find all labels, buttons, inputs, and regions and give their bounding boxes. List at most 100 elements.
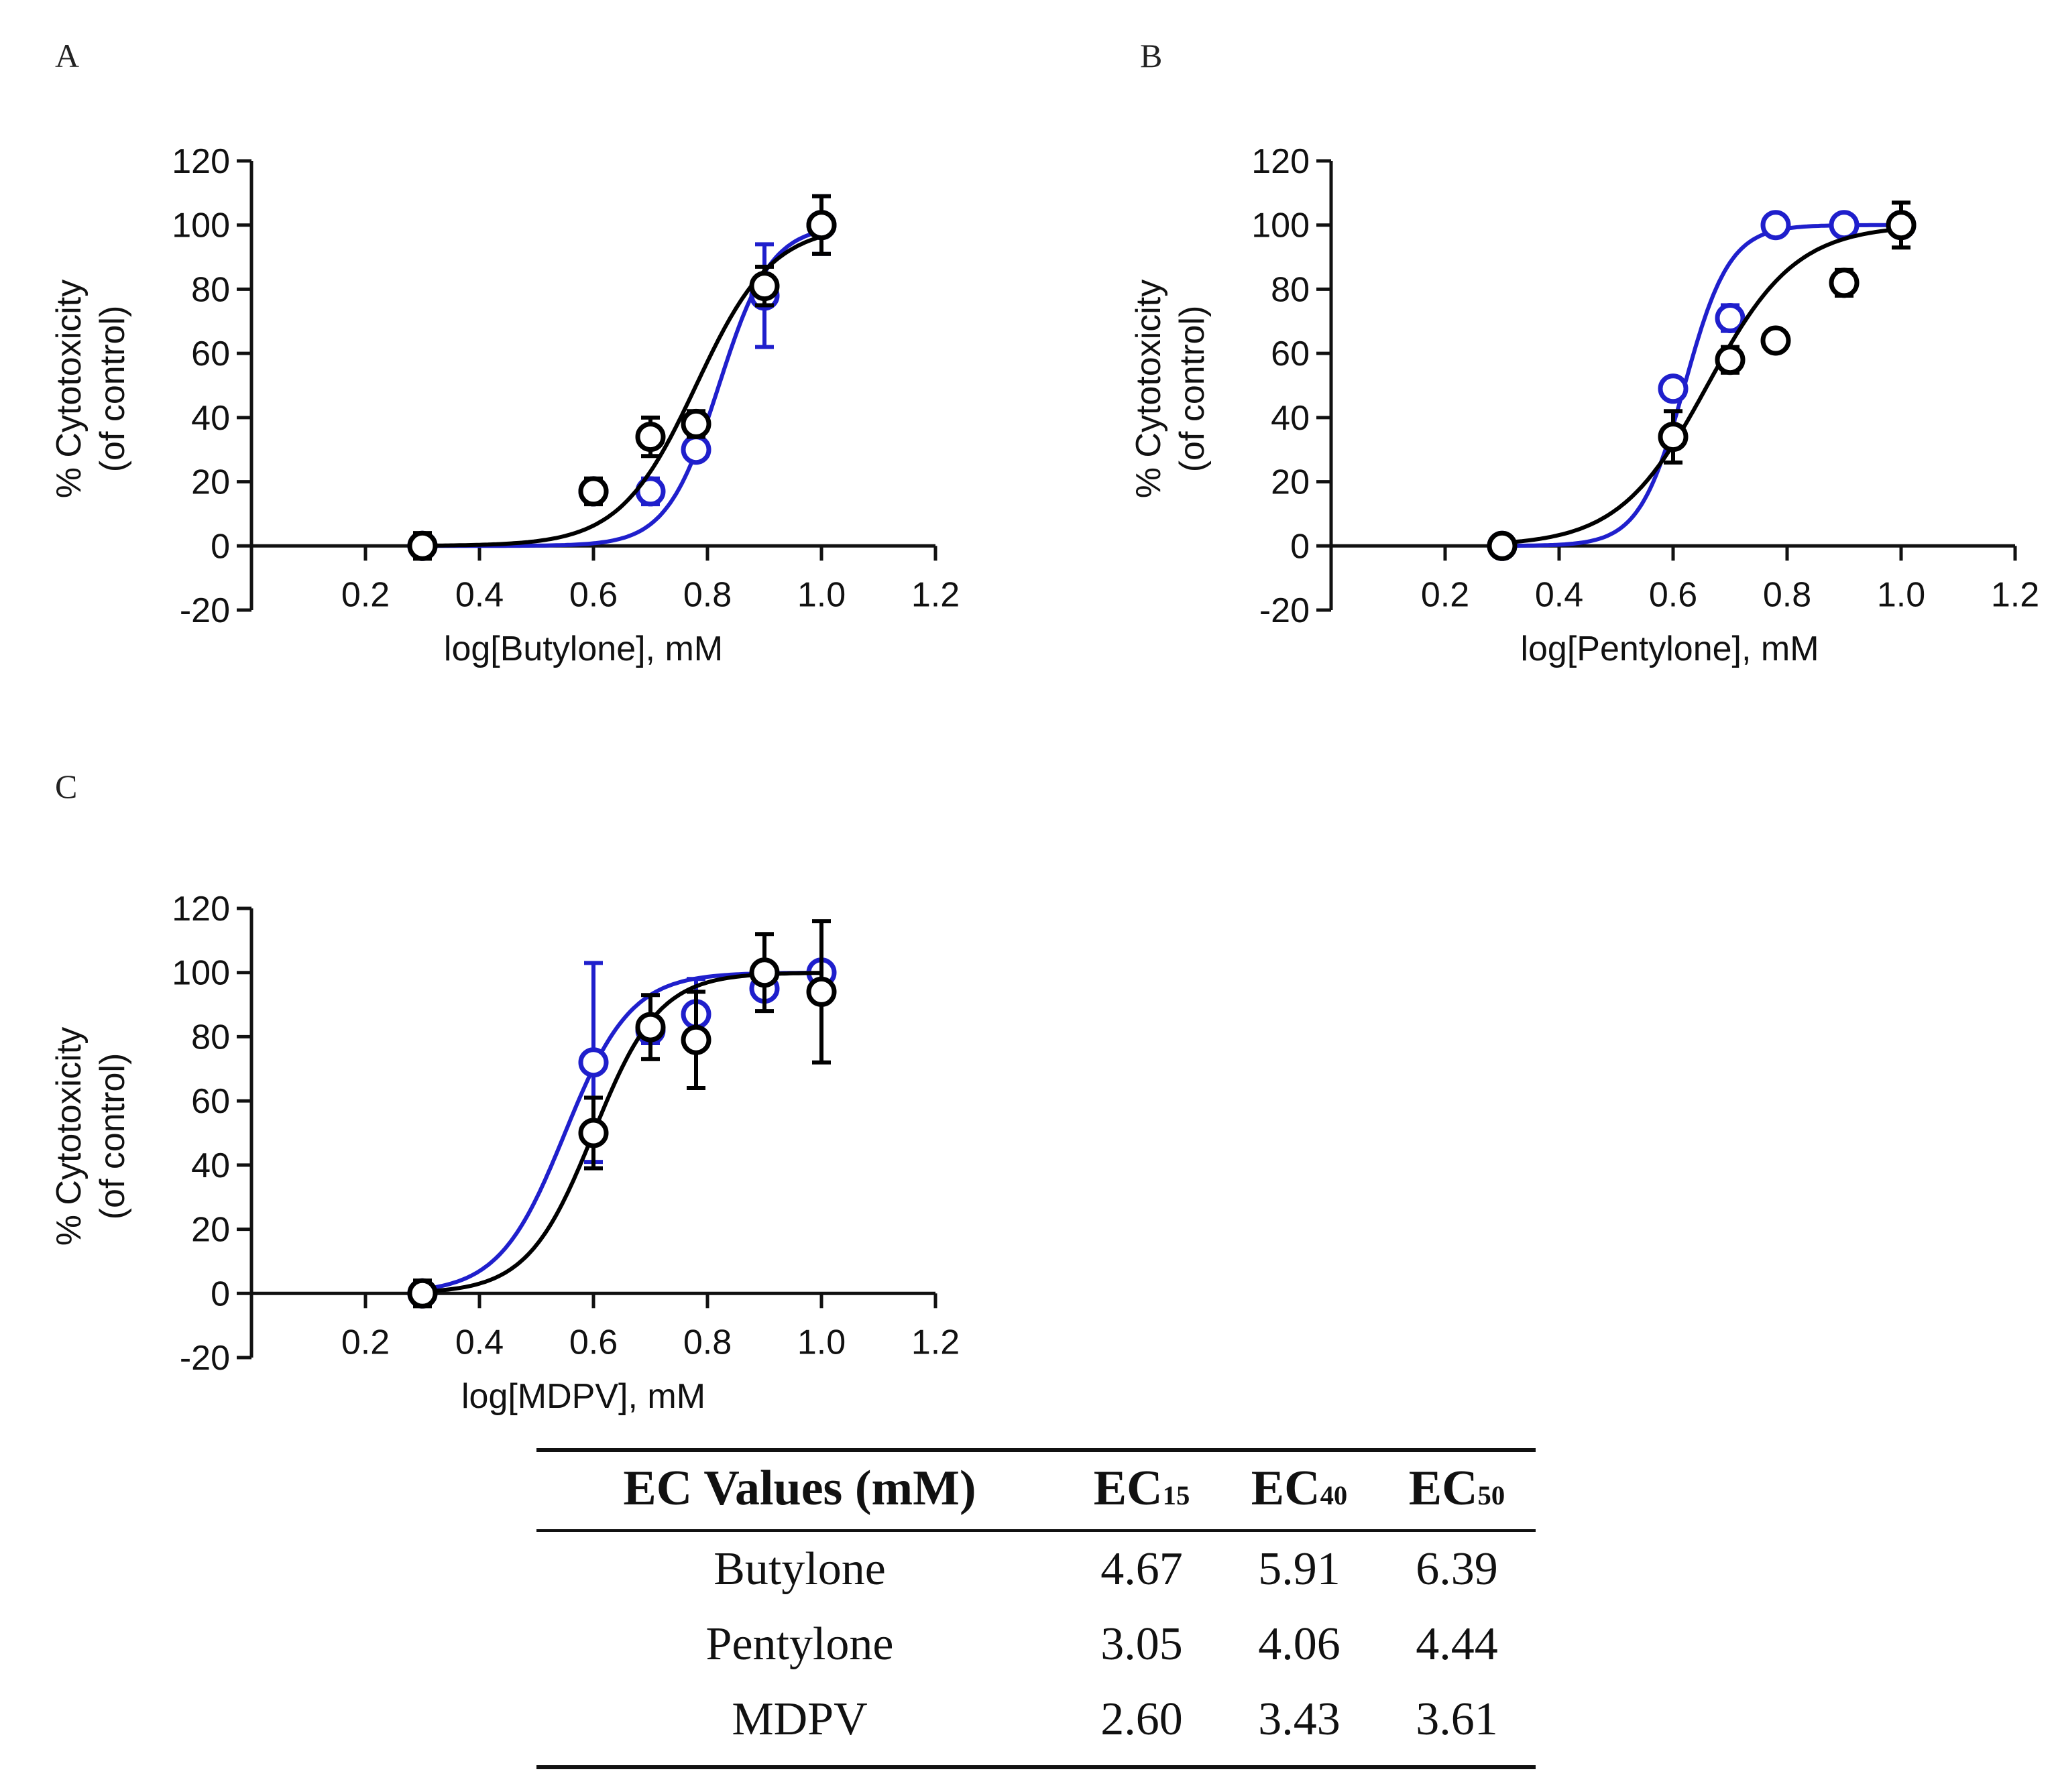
table-cell-ec40: 3.43 xyxy=(1220,1682,1378,1769)
table-cell-ec40: 5.91 xyxy=(1258,1543,1340,1595)
y-axis-title-a: % Cytotoxicity xyxy=(50,280,89,499)
y-tick-label-c: 120 xyxy=(172,890,230,929)
data-point xyxy=(1829,267,1860,298)
x-axis-title-b: log[Pentylone], mM xyxy=(1520,630,1819,668)
ec50-base: EC xyxy=(1408,1461,1478,1516)
x-tick-label-a: 0.4 xyxy=(455,575,504,614)
x-axis-title-a: log[Butylone], mM xyxy=(444,630,723,668)
panel-letter-c: C xyxy=(55,768,77,805)
y-axis-subtitle-a: (of control) xyxy=(93,306,132,473)
fit-curve xyxy=(422,970,821,1291)
y-tick-label-b: -20 xyxy=(1259,591,1310,630)
x-tick-label-a: 1.0 xyxy=(797,575,846,614)
data-point xyxy=(806,976,837,1007)
table-cell-ec50: 6.39 xyxy=(1416,1543,1498,1595)
x-tick-label-c: 1.2 xyxy=(911,1323,960,1362)
panel-letter-b: B xyxy=(1140,37,1162,74)
data-point xyxy=(806,210,837,241)
data-point xyxy=(578,1047,609,1078)
data-point xyxy=(1760,210,1791,241)
y-axis-subtitle-b: (of control) xyxy=(1173,306,1212,473)
y-tick-label-c: 80 xyxy=(191,1018,230,1057)
x-axis-title-c: log[MDPV], mM xyxy=(461,1377,705,1416)
table-cell-ec50: 4.44 xyxy=(1416,1618,1498,1670)
x-tick-label-b: 0.4 xyxy=(1535,575,1583,614)
table-cell-ec15: 2.60 xyxy=(1063,1682,1221,1769)
x-tick-label-c: 0.8 xyxy=(683,1323,732,1362)
ec50-subscript: 50 xyxy=(1477,1480,1505,1510)
data-point xyxy=(1658,373,1689,404)
data-point xyxy=(749,271,780,302)
table-row: Butylone 4.67 5.91 6.39 xyxy=(536,1531,1536,1607)
data-point xyxy=(1886,210,1917,241)
x-tick-label-b: 0.6 xyxy=(1649,575,1697,614)
table-header-ec50: EC50 xyxy=(1377,1448,1536,1532)
table-header-ec-values: EC Values (mM) xyxy=(536,1448,1064,1532)
data-point xyxy=(407,1278,438,1309)
y-tick-label-c: 0 xyxy=(211,1274,230,1313)
chart-panel-a: % Cytotoxicity (of control) log[Butylone… xyxy=(50,142,960,668)
data-point xyxy=(1658,422,1689,453)
series-black-c xyxy=(407,919,837,1309)
x-tick-label-c: 1.0 xyxy=(797,1323,846,1362)
x-tick-label-b: 1.0 xyxy=(1877,575,1925,614)
ec15-base: EC xyxy=(1093,1461,1163,1516)
y-tick-label-a: -20 xyxy=(180,591,230,630)
y-tick-label-a: 20 xyxy=(191,463,230,502)
data-point xyxy=(635,422,666,453)
x-tick-label-b: 1.2 xyxy=(1991,575,2039,614)
y-tick-label-c: 100 xyxy=(172,954,230,993)
table-row: MDPV 2.60 3.43 3.61 xyxy=(536,1682,1536,1769)
x-tick-label-a: 0.2 xyxy=(341,575,390,614)
y-axis-title-c: % Cytotoxicity xyxy=(50,1027,89,1246)
y-tick-label-a: 0 xyxy=(211,527,230,566)
data-point xyxy=(681,408,711,439)
x-tick-label-c: 0.4 xyxy=(455,1323,504,1362)
x-tick-label-c: 0.2 xyxy=(341,1323,390,1362)
y-tick-label-b: 100 xyxy=(1251,206,1310,245)
y-tick-label-a: 60 xyxy=(191,335,230,373)
y-tick-label-a: 80 xyxy=(191,270,230,309)
x-tick-label-a: 0.6 xyxy=(569,575,618,614)
y-tick-label-c: -20 xyxy=(180,1339,230,1378)
ec-values-table: EC Values (mM) EC15 EC40 EC50 Butylone 4… xyxy=(536,1448,1536,1769)
data-point xyxy=(681,1024,711,1055)
y-tick-label-c: 60 xyxy=(191,1082,230,1121)
y-tick-label-b: 120 xyxy=(1251,142,1310,181)
y-tick-label-c: 40 xyxy=(191,1146,230,1185)
y-tick-label-b: 40 xyxy=(1271,399,1310,438)
panel-letter-a: A xyxy=(55,37,79,74)
table-cell-name: Pentylone xyxy=(705,1618,894,1670)
data-point xyxy=(578,1118,609,1148)
series-blue-b xyxy=(1487,210,1917,561)
x-tick-label-b: 0.8 xyxy=(1763,575,1811,614)
y-tick-label-c: 20 xyxy=(191,1211,230,1250)
ec40-subscript: 40 xyxy=(1320,1480,1348,1510)
series-black-b xyxy=(1487,200,1917,561)
y-tick-label-b: 0 xyxy=(1290,527,1310,566)
table-cell-name: Butylone xyxy=(714,1543,886,1595)
data-point xyxy=(1487,530,1518,561)
fit-curve xyxy=(1501,227,1902,545)
y-axis-title-b: % Cytotoxicity xyxy=(1129,280,1168,499)
table-cell-name: MDPV xyxy=(536,1682,1064,1769)
y-tick-label-a: 120 xyxy=(172,142,230,181)
ec15-subscript: 15 xyxy=(1162,1480,1190,1510)
table-cell-ec50: 3.61 xyxy=(1377,1682,1536,1769)
data-point xyxy=(1760,325,1791,356)
table-cell-ec15: 4.67 xyxy=(1100,1543,1183,1595)
ec40-base: EC xyxy=(1251,1461,1320,1516)
table-header-row: EC Values (mM) EC15 EC40 EC50 xyxy=(536,1448,1536,1532)
x-tick-label-b: 0.2 xyxy=(1421,575,1469,614)
data-point xyxy=(1715,303,1746,333)
series-black-a xyxy=(407,194,837,561)
data-point xyxy=(1715,345,1746,375)
table-header-ec40: EC40 xyxy=(1220,1448,1378,1532)
y-tick-label-a: 40 xyxy=(191,399,230,438)
y-tick-label-b: 80 xyxy=(1271,270,1310,309)
chart-panel-b: % Cytotoxicity (of control) log[Pentylon… xyxy=(1129,142,2039,668)
table-row: Pentylone 3.05 4.06 4.44 xyxy=(536,1607,1536,1682)
x-tick-label-c: 0.6 xyxy=(569,1323,618,1362)
data-point xyxy=(681,434,711,465)
